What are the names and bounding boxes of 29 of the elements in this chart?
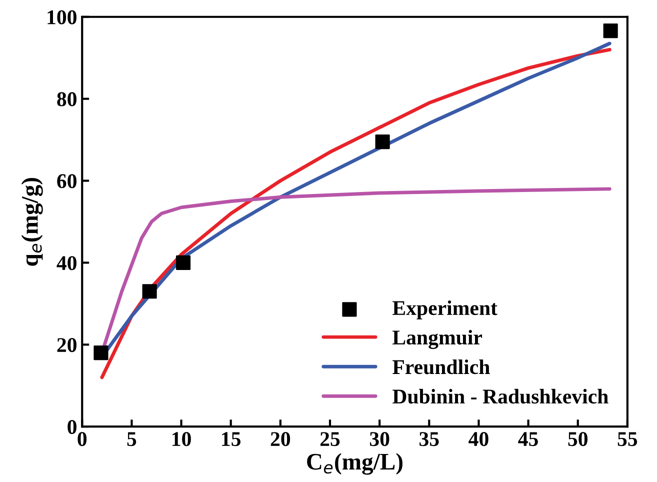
x-tick-label: 15 <box>222 432 240 446</box>
x-tick-label: 45 <box>518 432 538 446</box>
point <box>176 255 191 270</box>
point <box>94 346 108 360</box>
y-tick-label: 20 <box>57 338 76 352</box>
x-tick-label: 30 <box>370 432 390 446</box>
x-tick-label: 5 <box>127 432 136 446</box>
legend-label: Experiment <box>392 300 498 320</box>
x-tick-label: 0 <box>78 432 87 446</box>
x-tick-label: 40 <box>468 432 488 446</box>
point <box>375 134 390 150</box>
y-tick-label: 80 <box>57 92 76 106</box>
y-tick-label: 0 <box>68 420 76 434</box>
point <box>142 284 157 299</box>
x-tick-label: 25 <box>320 432 340 446</box>
y-tick-label: 100 <box>48 10 76 24</box>
point <box>603 24 618 38</box>
legend-label: Freundlich <box>392 359 490 374</box>
x-axis-title: C$_{e}$(mg/L) <box>307 453 402 475</box>
y-tick-label: 60 <box>57 174 76 188</box>
x-tick-label: 20 <box>270 432 290 446</box>
y-tick-label: 40 <box>56 256 76 270</box>
y-axis-title: q$_{e}$(mg/g) <box>21 178 43 266</box>
x-tick-label: 35 <box>420 432 439 446</box>
legend-label: Langmuir <box>392 330 482 349</box>
x-tick-label: 10 <box>172 432 191 446</box>
x-tick-label: 55 <box>618 432 638 446</box>
legend-label: Dubinin - Radushkevich <box>392 388 608 404</box>
x-tick-label: 50 <box>568 432 588 446</box>
